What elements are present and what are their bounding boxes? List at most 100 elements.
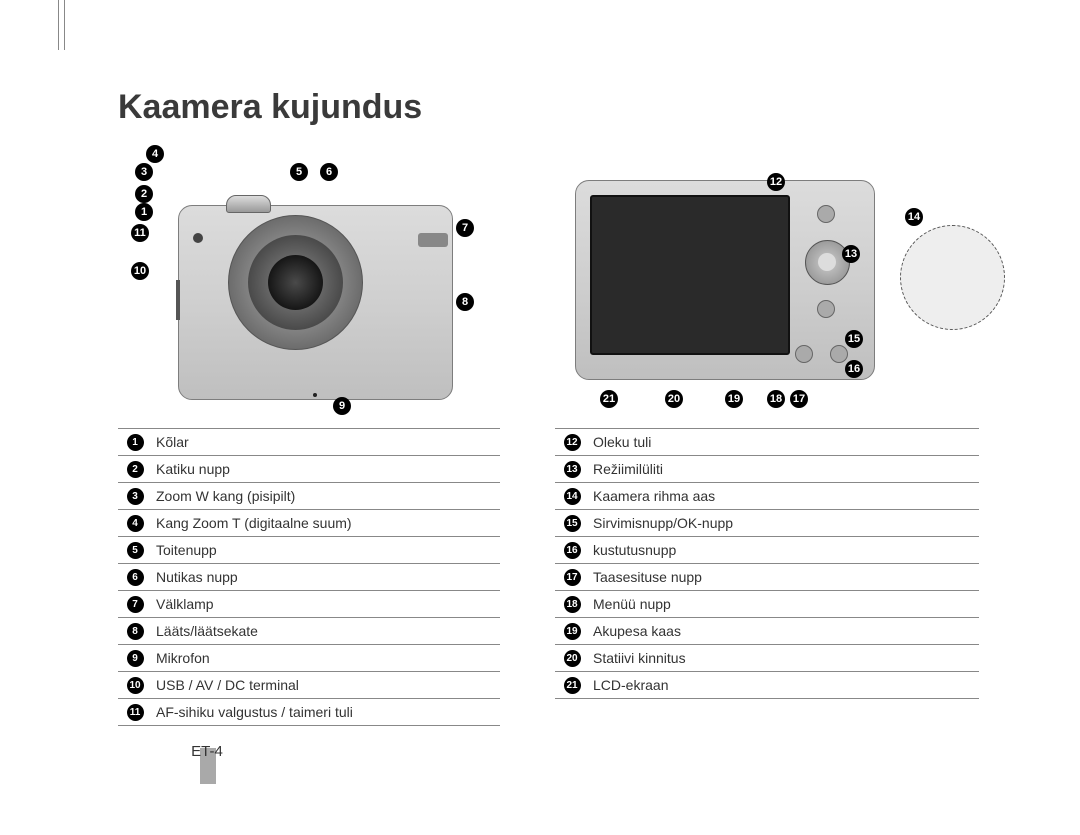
legend-row: 4Kang Zoom T (digitaalne suum) (118, 510, 500, 537)
front-callout-1: 1 (135, 203, 153, 221)
legend-label: AF-sihiku valgustus / taimeri tuli (152, 704, 353, 720)
legend-num-cell: 7 (118, 596, 152, 613)
camera-back-figure: SAMSUNG 12141315161718192021 (555, 170, 995, 415)
legend-number-16: 16 (564, 542, 581, 559)
legend-num-cell: 2 (118, 461, 152, 478)
legend-row: 13Režiimilüliti (555, 456, 979, 483)
legend-row: 18 Menüü nupp (555, 591, 979, 618)
legend-front: 1 Kõlar 2 Katiku nupp 3 Zoom W kang (pisipilt… (118, 428, 500, 726)
legend-label: Lääts/läätsekate (152, 623, 258, 639)
legend-num-cell: 10 (118, 677, 152, 694)
legend-row: 12 Oleku tuli (555, 429, 979, 456)
front-callout-8: 8 (456, 293, 474, 311)
front-callout-2: 2 (135, 185, 153, 203)
menu-btn-shape (817, 300, 835, 318)
legend-number-2: 2 (127, 461, 144, 478)
legend-number-12: 12 (564, 434, 581, 451)
legend-label: Oleku tuli (589, 434, 651, 450)
back-callout-19: 19 (725, 390, 743, 408)
legend-label: Akupesa kaas (589, 623, 681, 639)
legend-label: Mikrofon (152, 650, 210, 666)
back-callout-17: 17 (790, 390, 808, 408)
legend-label: LCD-ekraan (589, 677, 668, 693)
legend-number-10: 10 (127, 677, 144, 694)
legend-label: Sirvimisnupp/OK-nupp (589, 515, 733, 531)
legend-label: Välklamp (152, 596, 214, 612)
legend-number-6: 6 (127, 569, 144, 586)
legend-row: 21 LCD-ekraan (555, 672, 979, 699)
legend-num-cell: 21 (555, 677, 589, 694)
page-number-text: ET-4 (172, 743, 242, 760)
shutter-button-shape (226, 195, 271, 213)
legend-label: Kaamera rihma aas (589, 488, 715, 504)
play-btn-shape (795, 345, 813, 363)
legend-number-17: 17 (564, 569, 581, 586)
legend-num-cell: 5 (118, 542, 152, 559)
legend-num-cell: 6 (118, 569, 152, 586)
legend-back: 12 Oleku tuli 13Režiimilüliti 14 Kaamera rih… (555, 428, 979, 699)
legend-number-14: 14 (564, 488, 581, 505)
legend-label: Kõlar (152, 434, 189, 450)
page-number: ET-4 (200, 748, 216, 784)
legend-num-cell: 13 (555, 461, 589, 478)
legend-number-18: 18 (564, 596, 581, 613)
legend-num-cell: 15 (555, 515, 589, 532)
legend-label: Menüü nupp (589, 596, 671, 612)
mic-shape (313, 393, 317, 397)
legend-label: USB / AV / DC terminal (152, 677, 299, 693)
legend-number-9: 9 (127, 650, 144, 667)
legend-num-cell: 9 (118, 650, 152, 667)
lcd-screen (590, 195, 790, 355)
legend-row: 15 Sirvimisnupp/OK-nupp (555, 510, 979, 537)
legend-label: Katiku nupp (152, 461, 230, 477)
legend-label: Nutikas nupp (152, 569, 238, 585)
status-led-shape (817, 205, 835, 223)
legend-label: Kang Zoom T (digitaalne suum) (152, 515, 352, 531)
legend-number-15: 15 (564, 515, 581, 532)
legend-label: kustutusnupp (589, 542, 676, 558)
legend-number-5: 5 (127, 542, 144, 559)
lens-inner (268, 255, 323, 310)
back-callout-21: 21 (600, 390, 618, 408)
legend-row: 20 Statiivi kinnitus (555, 645, 979, 672)
legend-num-cell: 3 (118, 488, 152, 505)
legend-num-cell: 19 (555, 623, 589, 640)
legend-number-8: 8 (127, 623, 144, 640)
legend-num-cell: 18 (555, 596, 589, 613)
usb-cover-shape (176, 280, 180, 320)
crop-mark (58, 0, 65, 50)
legend-num-cell: 1 (118, 434, 152, 451)
legend-num-cell: 16 (555, 542, 589, 559)
legend-num-cell: 8 (118, 623, 152, 640)
front-callout-4: 4 (146, 145, 164, 163)
legend-row: 7Välklamp (118, 591, 500, 618)
camera-front-figure: SAMSUNG 4321111056789 (118, 145, 498, 415)
legend-number-20: 20 (564, 650, 581, 667)
legend-number-3: 3 (127, 488, 144, 505)
back-callout-13: 13 (842, 245, 860, 263)
front-callout-7: 7 (456, 219, 474, 237)
front-callout-10: 10 (131, 262, 149, 280)
legend-label: Statiivi kinnitus (589, 650, 686, 666)
legend-row: 8 Lääts/läätsekate (118, 618, 500, 645)
legend-label: Taasesituse nupp (589, 569, 702, 585)
legend-row: 17 Taasesituse nupp (555, 564, 979, 591)
legend-row: 6 Nutikas nupp (118, 564, 500, 591)
legend-number-21: 21 (564, 677, 581, 694)
legend-number-1: 1 (127, 434, 144, 451)
front-callout-9: 9 (333, 397, 351, 415)
front-callout-5: 5 (290, 163, 308, 181)
back-callout-18: 18 (767, 390, 785, 408)
legend-number-11: 11 (127, 704, 144, 721)
legend-label: Zoom W kang (pisipilt) (152, 488, 295, 504)
back-callout-12: 12 (767, 173, 785, 191)
legend-number-19: 19 (564, 623, 581, 640)
delete-btn-shape (830, 345, 848, 363)
back-callout-15: 15 (845, 330, 863, 348)
back-callout-14: 14 (905, 208, 923, 226)
legend-label: Toitenupp (152, 542, 217, 558)
flash-shape (418, 233, 448, 247)
back-callout-16: 16 (845, 360, 863, 378)
legend-num-cell: 12 (555, 434, 589, 451)
legend-num-cell: 11 (118, 704, 152, 721)
